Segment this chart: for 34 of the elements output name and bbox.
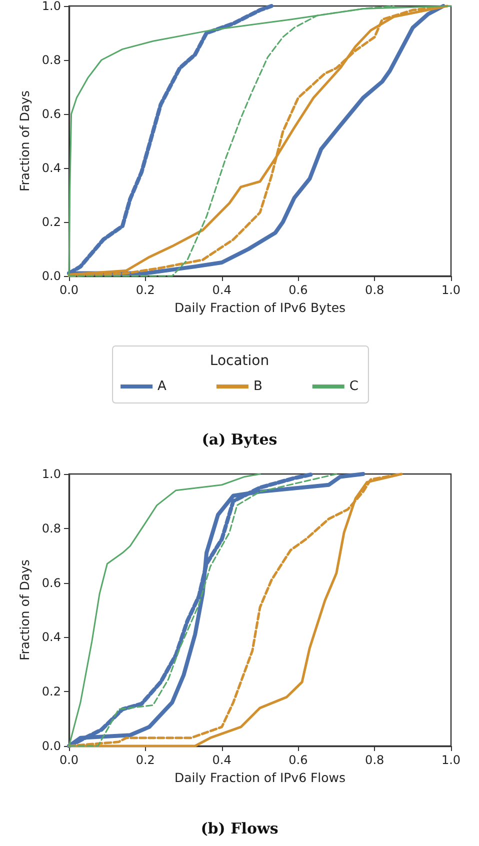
x-axis-title: Daily Fraction of IPv6 Flows [174, 770, 346, 785]
x-tick-label: 0.4 [212, 753, 232, 767]
x-tick-label: 0.0 [59, 283, 79, 297]
x-axis-title: Daily Fraction of IPv6 Bytes [174, 300, 346, 315]
x-tick-label: 0.8 [365, 283, 384, 297]
text: (a) Bytes [202, 430, 278, 448]
text: (b) Flows [200, 820, 278, 838]
y-axis-title: Fraction of Days [17, 90, 32, 192]
x-tick-label: 0.6 [288, 283, 308, 297]
y-tick-label: 0.2 [42, 684, 61, 699]
y-tick-label: 0.8 [42, 53, 61, 67]
x-tick-label: 0.6 [288, 753, 308, 767]
x-tick-label: 0.4 [212, 283, 232, 297]
y-tick-label: 0.6 [42, 107, 61, 121]
y-tick-label: 0.0 [42, 269, 61, 283]
y-tick-label: 0.4 [42, 161, 61, 175]
y-tick-label: 0.2 [42, 215, 61, 229]
legend-title: Location [210, 353, 270, 369]
legend-label: A [158, 379, 167, 394]
legend-label: B [253, 379, 262, 394]
x-tick-label: 1.0 [441, 753, 461, 767]
x-tick-label: 0.2 [136, 283, 155, 297]
x-tick-label: 1.0 [441, 283, 461, 297]
y-tick-label: 0.0 [42, 739, 61, 753]
legend-label: C [349, 379, 358, 394]
y-tick-label: 1.0 [42, 0, 61, 13]
y-tick-label: 1.0 [42, 467, 61, 481]
y-axis-title: Fraction of Days [17, 559, 32, 661]
x-tick-label: 0.0 [59, 753, 79, 767]
x-tick-label: 0.2 [136, 753, 155, 767]
y-tick-label: 0.8 [42, 521, 61, 536]
y-tick-label: 0.4 [42, 630, 61, 644]
y-tick-label: 0.6 [42, 576, 61, 590]
x-tick-label: 0.8 [365, 753, 384, 767]
